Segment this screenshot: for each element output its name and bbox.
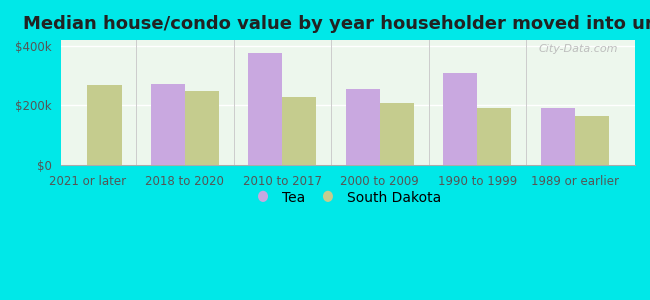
Bar [380, 103, 414, 165]
Text: City-Data.com: City-Data.com [538, 44, 617, 54]
Bar [443, 73, 477, 165]
Bar [248, 53, 282, 165]
Bar [185, 91, 219, 165]
Bar [477, 108, 512, 165]
Bar [151, 84, 185, 165]
Title: Median house/condo value by year householder moved into unit: Median house/condo value by year househo… [23, 15, 650, 33]
Bar [541, 108, 575, 165]
Legend: Tea, South Dakota: Tea, South Dakota [249, 185, 447, 210]
Bar [575, 116, 609, 165]
Bar [346, 89, 380, 165]
Bar [87, 85, 122, 165]
Bar [282, 97, 317, 165]
